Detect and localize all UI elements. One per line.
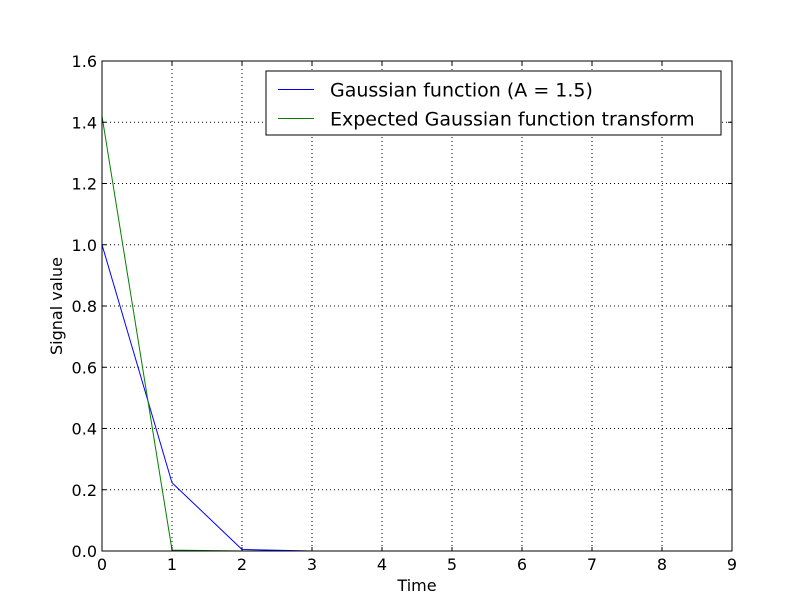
y-tick-label: 0.0 (72, 542, 97, 561)
x-tick-label: 8 (657, 555, 667, 574)
legend-label-1: Gaussian function (A = 1.5) (330, 80, 593, 102)
y-axis-label: Signal value (47, 257, 66, 355)
x-tick-label: 1 (167, 555, 177, 574)
legend: Gaussian function (A = 1.5) Expected Gaus… (265, 70, 722, 136)
y-tick-label: 0.6 (72, 358, 97, 377)
x-axis-label: Time (396, 576, 436, 595)
y-tick-label: 0.2 (72, 481, 97, 500)
y-tick-label: 0.8 (72, 297, 97, 316)
y-tick-label: 1.2 (72, 175, 97, 194)
x-tick-label: 5 (447, 555, 457, 574)
grid-lines (102, 61, 732, 551)
legend-label-2: Expected Gaussian function transform (330, 109, 695, 131)
x-tick-label: 7 (587, 555, 597, 574)
x-tick-label: 6 (517, 555, 527, 574)
x-tick-label: 9 (727, 555, 737, 574)
y-tick-label: 1.6 (72, 52, 97, 71)
y-tick-label: 0.4 (72, 420, 97, 439)
x-tick-label: 4 (377, 555, 387, 574)
x-tick-label: 0 (97, 555, 107, 574)
x-tick-label: 3 (307, 555, 317, 574)
legend-box (265, 70, 722, 136)
y-tick-label: 1.4 (72, 113, 97, 132)
x-tick-label: 2 (237, 555, 247, 574)
y-tick-label: 1.0 (72, 236, 97, 255)
axis-ticks: 0 1 2 3 4 5 6 7 8 9 0.0 0.2 0.4 0.6 0.8 1.0 1.2 1.4 1.6 (72, 52, 738, 574)
